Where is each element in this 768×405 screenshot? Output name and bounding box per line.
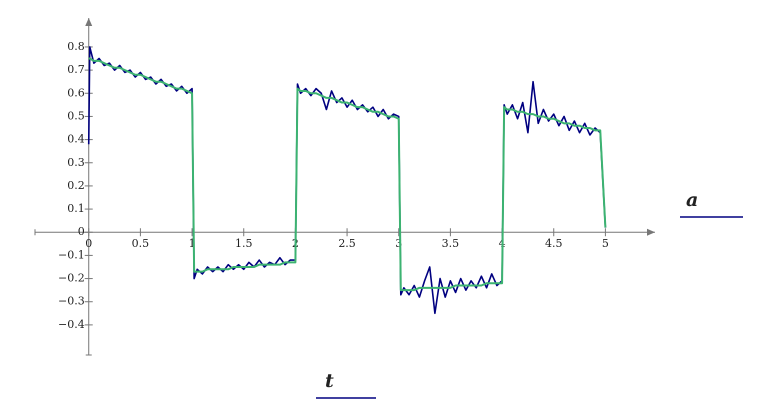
y-tick-label: 0.2 xyxy=(67,179,85,192)
y-tick-label: 0.1 xyxy=(67,202,85,215)
y-tick-label: 0.8 xyxy=(67,40,85,53)
x-tick-label: 1.5 xyxy=(235,237,253,250)
y-tick-label: −0.3 xyxy=(58,295,85,308)
y-tick-label: 0.6 xyxy=(67,86,85,99)
y-tick-label: 0.7 xyxy=(67,63,85,76)
data-line xyxy=(88,57,607,292)
y-axis-arrow xyxy=(85,18,93,26)
y-tick-label: −0.4 xyxy=(58,318,85,331)
y-tick-label: 0.5 xyxy=(67,109,85,122)
x-tick-label: 3.5 xyxy=(442,237,460,250)
x-axis-label: t xyxy=(325,370,334,392)
x-tick-label: 2.5 xyxy=(338,237,356,250)
x-tick-label: 5 xyxy=(602,237,609,250)
y-axis-label: a xyxy=(686,189,698,211)
y-tick-label: 0.4 xyxy=(67,133,85,146)
y-tick-label: −0.1 xyxy=(58,248,85,261)
y-tick-label: 0.3 xyxy=(67,156,85,169)
x-axis-arrow xyxy=(647,228,655,236)
data-line xyxy=(87,46,607,315)
x-tick-label: 0.5 xyxy=(132,237,150,250)
x-tick-label: 1 xyxy=(189,237,196,250)
y-tick-label: −0.2 xyxy=(58,272,85,285)
x-tick-label: 4.5 xyxy=(545,237,563,250)
x-tick-label: 3 xyxy=(395,237,402,250)
y-tick-label: 0 xyxy=(78,225,85,238)
x-tick-label: 0 xyxy=(85,237,92,250)
